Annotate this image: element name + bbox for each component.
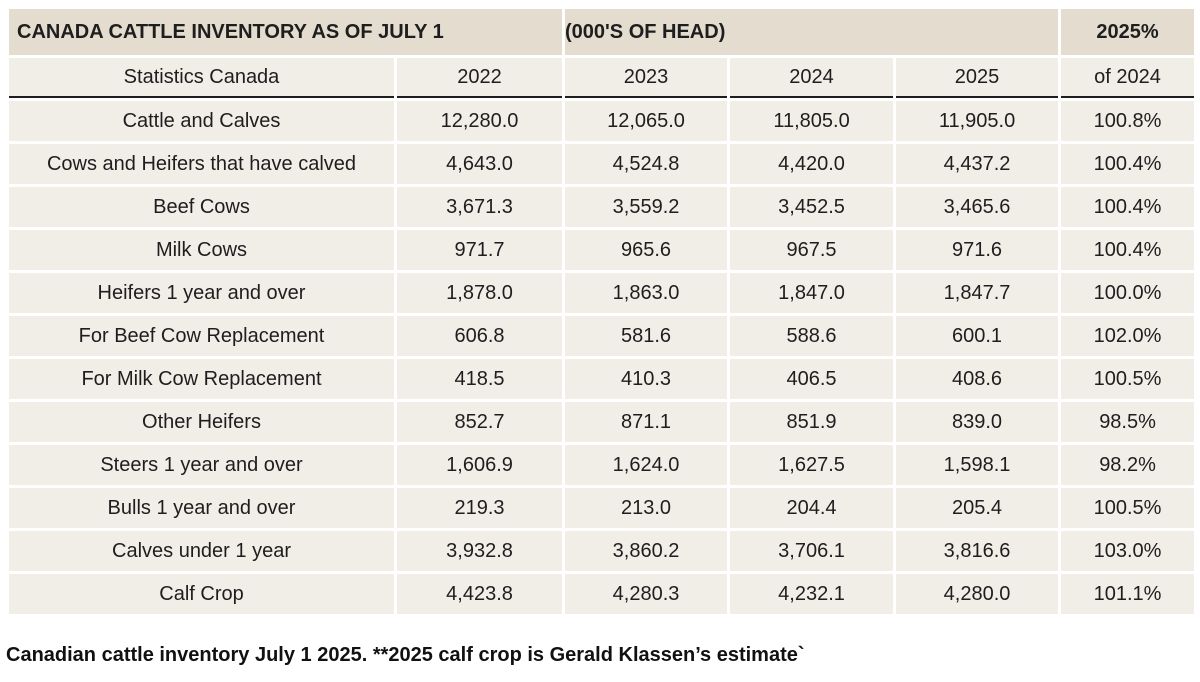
pct-cell: 100.5% (1061, 359, 1195, 399)
row-label: Calves under 1 year (9, 531, 394, 571)
value-cell: 204.4 (730, 488, 894, 528)
year-header: 2022 (397, 58, 563, 98)
year-header: 2024 (730, 58, 894, 98)
value-cell: 4,280.0 (896, 574, 1059, 614)
table-row: Cattle and Calves 12,280.0 12,065.0 11,805.… (9, 101, 1195, 141)
value-cell: 418.5 (397, 359, 563, 399)
pct-cell: 101.1% (1061, 574, 1195, 614)
year-header: 2023 (565, 58, 728, 98)
value-cell: 971.7 (397, 230, 563, 270)
value-cell: 851.9 (730, 402, 894, 442)
value-cell: 871.1 (565, 402, 728, 442)
value-cell: 3,860.2 (565, 531, 728, 571)
value-cell: 1,863.0 (565, 273, 728, 313)
value-cell: 11,805.0 (730, 101, 894, 141)
pct-cell: 100.8% (1061, 101, 1195, 141)
source-label: Statistics Canada (9, 58, 394, 98)
row-label: Calf Crop (9, 574, 394, 614)
value-cell: 971.6 (896, 230, 1059, 270)
value-cell: 4,643.0 (397, 144, 563, 184)
table-units: (000'S OF HEAD) (565, 9, 1059, 55)
value-cell: 408.6 (896, 359, 1059, 399)
pct-cell: 103.0% (1061, 531, 1195, 571)
row-label: Bulls 1 year and over (9, 488, 394, 528)
value-cell: 12,280.0 (397, 101, 563, 141)
title-row: CANADA CATTLE INVENTORY AS OF JULY 1 (00… (9, 9, 1195, 55)
pct-cell: 100.4% (1061, 187, 1195, 227)
table-row: Calves under 1 year 3,932.8 3,860.2 3,706.1… (9, 531, 1195, 571)
table-row: Other Heifers 852.7 871.1 851.9 839.0 98.5% (9, 402, 1195, 442)
pct-subheader: of 2024 (1061, 58, 1195, 98)
year-header: 2025 (896, 58, 1059, 98)
value-cell: 4,420.0 (730, 144, 894, 184)
row-label: For Milk Cow Replacement (9, 359, 394, 399)
value-cell: 1,627.5 (730, 445, 894, 485)
table-row: Steers 1 year and over 1,606.9 1,624.0 1,62… (9, 445, 1195, 485)
value-cell: 205.4 (896, 488, 1059, 528)
value-cell: 967.5 (730, 230, 894, 270)
value-cell: 11,905.0 (896, 101, 1059, 141)
table-row: Heifers 1 year and over 1,878.0 1,863.0 1,8… (9, 273, 1195, 313)
row-label: For Beef Cow Replacement (9, 316, 394, 356)
value-cell: 600.1 (896, 316, 1059, 356)
pct-header: 2025% (1061, 9, 1195, 55)
pct-cell: 100.4% (1061, 230, 1195, 270)
value-cell: 1,847.7 (896, 273, 1059, 313)
value-cell: 581.6 (565, 316, 728, 356)
table-body: CANADA CATTLE INVENTORY AS OF JULY 1 (00… (9, 9, 1195, 614)
value-cell: 3,452.5 (730, 187, 894, 227)
cattle-inventory-table: CANADA CATTLE INVENTORY AS OF JULY 1 (00… (6, 6, 1197, 617)
value-cell: 1,847.0 (730, 273, 894, 313)
table-row: For Beef Cow Replacement 606.8 581.6 588.6 6… (9, 316, 1195, 356)
row-label: Milk Cows (9, 230, 394, 270)
value-cell: 852.7 (397, 402, 563, 442)
value-cell: 3,559.2 (565, 187, 728, 227)
value-cell: 3,671.3 (397, 187, 563, 227)
value-cell: 3,465.6 (896, 187, 1059, 227)
pct-cell: 100.5% (1061, 488, 1195, 528)
row-label: Other Heifers (9, 402, 394, 442)
value-cell: 965.6 (565, 230, 728, 270)
value-cell: 406.5 (730, 359, 894, 399)
value-cell: 839.0 (896, 402, 1059, 442)
value-cell: 1,878.0 (397, 273, 563, 313)
table-row: Cows and Heifers that have calved 4,643.0… (9, 144, 1195, 184)
value-cell: 4,524.8 (565, 144, 728, 184)
table-row: For Milk Cow Replacement 418.5 410.3 406.5 4… (9, 359, 1195, 399)
value-cell: 4,437.2 (896, 144, 1059, 184)
value-cell: 606.8 (397, 316, 563, 356)
row-label: Heifers 1 year and over (9, 273, 394, 313)
caption: Canadian cattle inventory July 1 2025. *… (6, 644, 805, 666)
row-label: Cattle and Calves (9, 101, 394, 141)
value-cell: 1,606.9 (397, 445, 563, 485)
value-cell: 410.3 (565, 359, 728, 399)
value-cell: 4,280.3 (565, 574, 728, 614)
table-row: Beef Cows 3,671.3 3,559.2 3,452.5 3,465.6 100… (9, 187, 1195, 227)
table-row: Bulls 1 year and over 219.3 213.0 204.4 205.… (9, 488, 1195, 528)
table-row: Calf Crop 4,423.8 4,280.3 4,232.1 4,280.0 101… (9, 574, 1195, 614)
pct-cell: 100.0% (1061, 273, 1195, 313)
value-cell: 588.6 (730, 316, 894, 356)
row-label: Beef Cows (9, 187, 394, 227)
pct-cell: 98.2% (1061, 445, 1195, 485)
row-label: Cows and Heifers that have calved (9, 144, 394, 184)
pct-cell: 98.5% (1061, 402, 1195, 442)
value-cell: 12,065.0 (565, 101, 728, 141)
value-cell: 1,598.1 (896, 445, 1059, 485)
table-title: CANADA CATTLE INVENTORY AS OF JULY 1 (9, 9, 563, 55)
value-cell: 4,423.8 (397, 574, 563, 614)
value-cell: 3,816.6 (896, 531, 1059, 571)
value-cell: 3,932.8 (397, 531, 563, 571)
pct-cell: 100.4% (1061, 144, 1195, 184)
value-cell: 1,624.0 (565, 445, 728, 485)
row-label: Steers 1 year and over (9, 445, 394, 485)
value-cell: 3,706.1 (730, 531, 894, 571)
table-row: Milk Cows 971.7 965.6 967.5 971.6 100.4% (9, 230, 1195, 270)
header-row: Statistics Canada 2022 2023 2024 2025 of… (9, 58, 1195, 98)
value-cell: 213.0 (565, 488, 728, 528)
pct-cell: 102.0% (1061, 316, 1195, 356)
value-cell: 4,232.1 (730, 574, 894, 614)
value-cell: 219.3 (397, 488, 563, 528)
